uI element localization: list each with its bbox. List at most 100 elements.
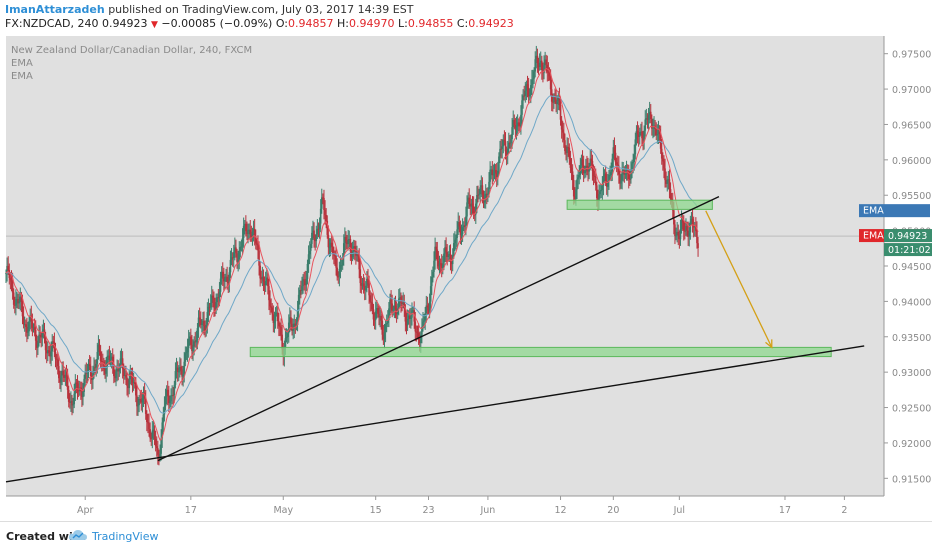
candle-body (85, 372, 88, 374)
candle-body (422, 321, 424, 327)
candle-body (218, 291, 221, 298)
candle-body (547, 71, 550, 73)
candle-body (612, 147, 615, 159)
candle-body (462, 225, 465, 228)
last-price-tag-bg (884, 229, 932, 243)
candle-body (498, 156, 500, 171)
candle-body (505, 151, 508, 156)
candle-body (163, 406, 166, 415)
candle-body (229, 259, 232, 273)
candle-body (572, 180, 575, 197)
candle-body (379, 315, 381, 318)
candle-body (642, 138, 644, 141)
y-tick-label: 0.94500 (892, 262, 931, 273)
candle-body (461, 227, 464, 235)
candle-body (265, 277, 268, 282)
candle-body (74, 382, 77, 394)
published-text: published on TradingView.com, July 03, 2… (108, 3, 414, 16)
candle-body (88, 364, 91, 366)
chart-canvas[interactable]: 0.975000.970000.965000.960000.955000.950… (0, 36, 932, 520)
candle-body (586, 165, 588, 167)
candle-body (459, 226, 462, 236)
candle-body (65, 374, 68, 377)
candle-body (161, 422, 164, 439)
candle-body (183, 361, 186, 375)
candle-body (286, 333, 289, 337)
candle-body (634, 139, 637, 155)
candle-body (543, 65, 545, 74)
candle-body (604, 173, 607, 182)
candle-body (481, 185, 484, 195)
candle-body (535, 55, 538, 60)
candle-body (210, 295, 213, 303)
candle-body (367, 278, 369, 284)
candle-body (403, 302, 406, 309)
candle-body (115, 371, 117, 379)
candle-body (688, 232, 691, 237)
candle-body (381, 320, 384, 335)
candle-body (238, 250, 241, 260)
y-tick-label: 0.96000 (892, 156, 931, 167)
candle-body (656, 134, 659, 136)
candle-body (216, 297, 219, 303)
candle-body (633, 154, 636, 162)
candle-body (356, 254, 358, 256)
candle-body (583, 171, 586, 174)
candle-body (666, 179, 669, 184)
candle-body (512, 119, 515, 128)
candle-body (447, 255, 450, 258)
candle-body (627, 171, 630, 179)
candle-body (141, 398, 144, 403)
candle-body (513, 119, 516, 126)
candle-body (614, 152, 617, 163)
candle-body (655, 129, 658, 136)
candle-body (359, 269, 362, 284)
candle-body (416, 332, 419, 334)
candle-body (506, 148, 509, 156)
candle-body (28, 320, 30, 332)
candle-body (130, 372, 133, 377)
candle-body (314, 238, 316, 242)
last-price-tag: 0.94923 (888, 231, 927, 242)
candle-body (643, 130, 645, 141)
candle-body (524, 90, 527, 96)
candle-body (581, 159, 584, 166)
down-arrow-icon: ▼ (150, 20, 158, 30)
candle-body (107, 355, 110, 357)
candle-body (533, 71, 535, 79)
author-link[interactable]: ImanAttarzadeh (5, 3, 105, 16)
candle-body (695, 225, 697, 232)
time-axis (0, 496, 932, 520)
candle-body (324, 209, 326, 216)
candle-body (71, 400, 73, 406)
candle-body (194, 341, 197, 343)
candle-body (363, 286, 366, 291)
candle-body (369, 295, 371, 302)
candle-body (284, 338, 287, 347)
y-tick-label: 0.93000 (892, 368, 931, 379)
candle-body (662, 158, 664, 162)
candle-body (185, 352, 188, 354)
candle-body (176, 367, 179, 372)
tradingview-brand-link[interactable]: TradingView (92, 530, 159, 543)
candle-body (340, 265, 343, 267)
candle-body (231, 257, 234, 259)
candle-body (680, 219, 683, 230)
candle-body (67, 389, 70, 402)
candle-body (500, 148, 502, 150)
candle-body (561, 129, 564, 133)
candle-body (489, 169, 491, 182)
candle-body (385, 323, 388, 325)
candle-body (557, 97, 560, 102)
candle-body (497, 170, 499, 178)
chart-area[interactable]: 0.975000.970000.965000.960000.955000.950… (0, 36, 932, 520)
candle-body (155, 446, 158, 449)
candle-body (48, 350, 50, 353)
candle-body (174, 371, 177, 385)
candle-body (8, 270, 11, 279)
candle-body (494, 169, 497, 173)
candle-body (378, 313, 380, 318)
candle-body (76, 383, 79, 391)
candle-body (328, 247, 331, 249)
candle-body (696, 231, 698, 244)
